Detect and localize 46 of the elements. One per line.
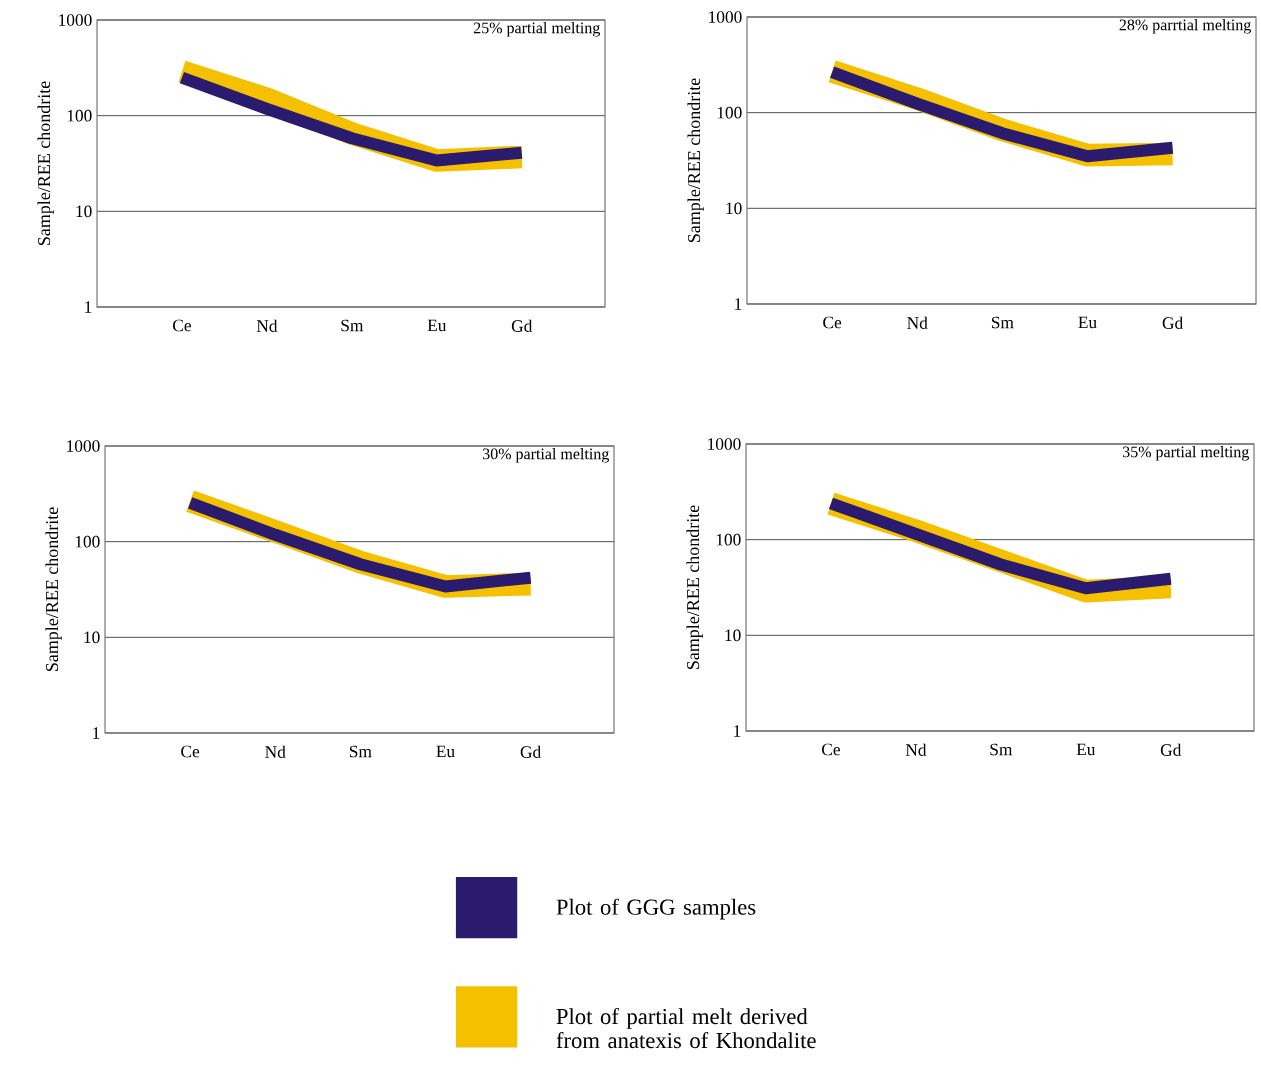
x-tick-label: Sm xyxy=(341,319,364,332)
x-tick-label: Ce xyxy=(173,319,191,332)
y-tick-label: 10 xyxy=(76,205,92,218)
y-tick-label: 1000 xyxy=(67,440,100,452)
x-tick-label: Eu xyxy=(427,319,447,332)
y-tick-label: 1 xyxy=(85,301,92,313)
y-tick-label: 10 xyxy=(84,631,100,644)
x-tick-label: Nd xyxy=(905,743,927,756)
y-tick-label: 10 xyxy=(725,629,741,642)
x-tick-label: Gd xyxy=(511,319,533,332)
y-tick-label: 1 xyxy=(734,725,741,737)
x-tick-label: Ce xyxy=(181,745,200,758)
y-axis-title: Sample/REE chondrite xyxy=(37,81,54,245)
y-tick-label: 1000 xyxy=(59,14,92,26)
x-tick-label: Eu xyxy=(1078,316,1097,329)
x-tick-label: Eu xyxy=(436,745,455,758)
x-tick-label: Gd xyxy=(1162,316,1183,329)
chart-title: 28% parrtial melting xyxy=(1119,19,1251,34)
x-tick-label: Gd xyxy=(520,745,541,758)
y-tick-label: 100 xyxy=(717,106,742,119)
x-tick-label: Eu xyxy=(1076,743,1096,756)
chart-title: 30% partial melting xyxy=(483,448,609,463)
y-tick-label: 1000 xyxy=(708,438,741,450)
legend-label: Plot of GGG samples xyxy=(556,898,756,920)
y-tick-label: 10 xyxy=(726,202,742,215)
y-axis-title: Sample/REE chondrite xyxy=(45,507,62,671)
y-tick-label: 1 xyxy=(93,727,100,739)
x-tick-label: Sm xyxy=(349,745,372,758)
chart-title: 35% partial melting xyxy=(1122,446,1249,461)
y-tick-label: 100 xyxy=(75,535,100,548)
x-tick-label: Ce xyxy=(823,316,842,329)
y-tick-label: 1 xyxy=(735,298,742,310)
y-tick-label: 100 xyxy=(67,109,92,122)
x-tick-label: Nd xyxy=(256,319,278,332)
y-axis-title: Sample/REE chondrite xyxy=(687,78,704,242)
y-axis-title: Sample/REE chondrite xyxy=(686,505,703,670)
chart-title: 25% partial melting xyxy=(473,22,600,37)
x-tick-label: Ce xyxy=(822,743,840,756)
x-tick-label: Sm xyxy=(991,316,1014,329)
x-tick-label: Nd xyxy=(265,745,286,758)
x-tick-label: Nd xyxy=(907,316,928,329)
y-tick-label: 1000 xyxy=(709,11,742,23)
y-tick-label: 100 xyxy=(716,533,741,546)
legend-label: Plot of partial melt derived from anatexis of Khondalite xyxy=(556,1007,816,1049)
x-tick-label: Sm xyxy=(990,743,1013,756)
x-tick-label: Gd xyxy=(1160,743,1182,756)
